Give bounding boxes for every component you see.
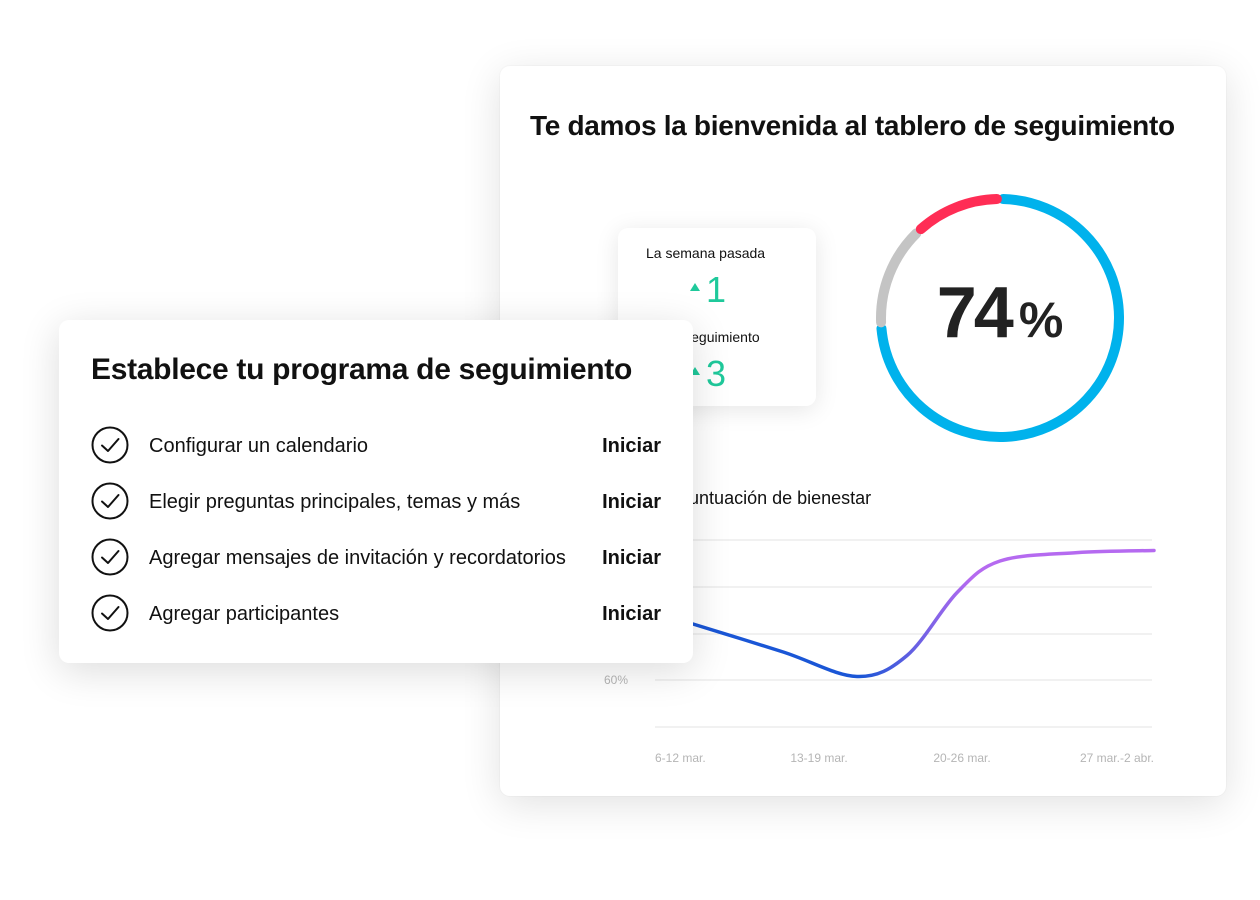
trend-up-icon [690, 367, 700, 375]
start-button[interactable]: Iniciar [602, 547, 661, 569]
chart-title: s de puntuación de bienestar [640, 488, 872, 508]
gauge-segment-gray [876, 228, 922, 328]
dashboard-title: Te damos la bienvenida al tablero de seg… [530, 110, 1175, 141]
start-button[interactable]: Iniciar [602, 491, 661, 513]
task-label: Elegir preguntas principales, temas y má… [149, 491, 521, 513]
gauge-unit: % [1018, 292, 1064, 348]
task-row: Elegir preguntas principales, temas y má… [91, 481, 661, 521]
task-label: Agregar mensajes de invitación y recorda… [149, 547, 566, 569]
check-circle-icon [91, 426, 129, 464]
wellbeing-line-chart: 60% 6-12 mar. 13-19 mar. 20-26 mar. 27 mar.-… [604, 539, 1156, 765]
setup-title: Establece tu programa de seguimiento [91, 353, 633, 386]
x-tick-label: 27 mar.-2 abr. [1080, 751, 1154, 765]
gauge-value: 74% [870, 272, 1130, 354]
gauge-ring [876, 194, 1124, 442]
gauge-segment-blue [876, 194, 1124, 442]
task-label: Configurar un calendario [149, 435, 369, 457]
gauge-segment-red [915, 194, 1002, 235]
check-circle-icon [91, 538, 129, 576]
trend-up-icon [690, 283, 700, 291]
task-row: Agregar mensajes de invitación y recorda… [91, 537, 661, 577]
gauge-number: 74 [936, 273, 1014, 353]
score-gauge: 74% [870, 188, 1130, 448]
y-tick-label: 60% [604, 673, 628, 687]
followups-value: 3 [706, 353, 727, 394]
last-week-label: La semana pasada [646, 245, 766, 261]
check-circle-icon [91, 482, 129, 520]
setup-program-card: Establece tu programa de seguimiento Con… [59, 320, 693, 663]
start-button[interactable]: Iniciar [602, 435, 661, 457]
x-tick-label: 6-12 mar. [655, 751, 706, 765]
task-row: Configurar un calendario Iniciar [91, 425, 661, 465]
task-label: Agregar participantes [149, 603, 340, 625]
last-week-value: 1 [706, 269, 727, 310]
wellbeing-series-line [691, 548, 1156, 679]
x-tick-label: 13-19 mar. [790, 751, 847, 765]
x-tick-label: 20-26 mar. [933, 751, 990, 765]
start-button[interactable]: Iniciar [602, 603, 661, 625]
task-row: Agregar participantes Iniciar [91, 593, 661, 633]
check-circle-icon [91, 594, 129, 632]
